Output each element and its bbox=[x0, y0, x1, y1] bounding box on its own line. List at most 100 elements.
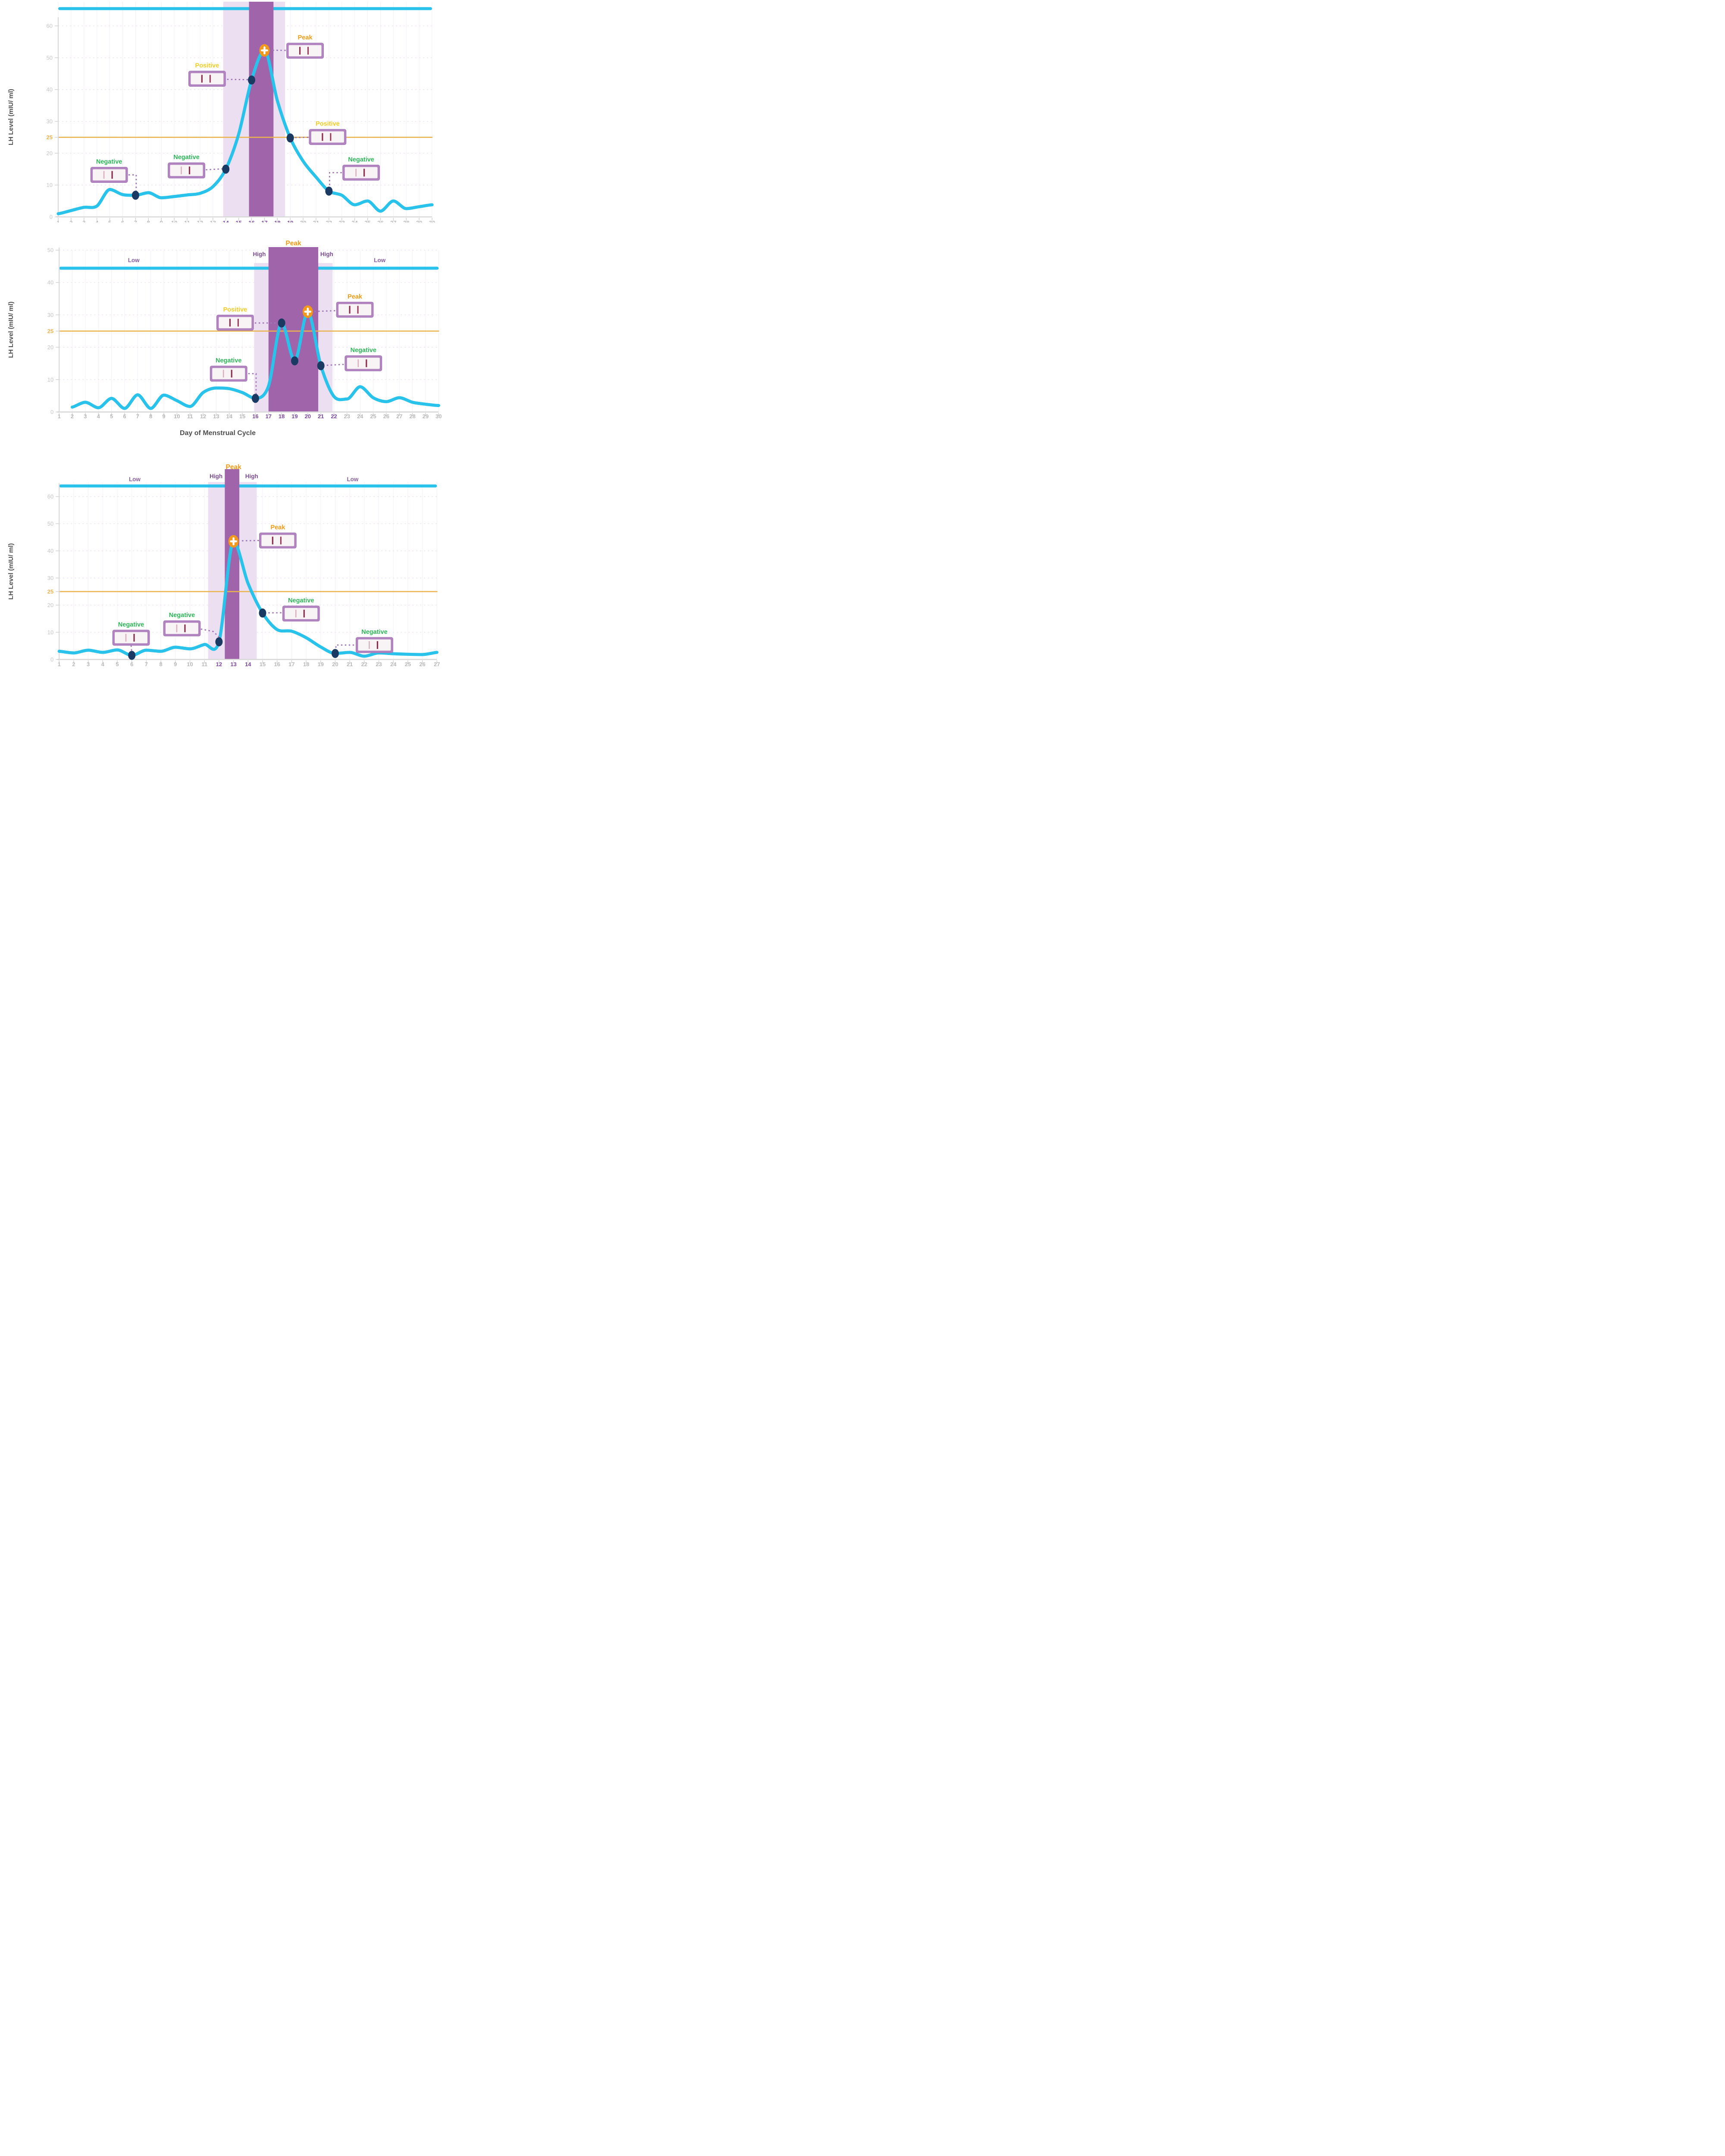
x-tick-label: 2 bbox=[72, 661, 75, 667]
lh-level-line bbox=[70, 310, 440, 410]
test-strip-positive bbox=[309, 129, 347, 145]
test-strip-window bbox=[93, 169, 126, 181]
header-label-high: High bbox=[320, 251, 333, 257]
test-strip-negative bbox=[356, 637, 393, 653]
test-day-dot bbox=[215, 637, 223, 646]
test-day-dot bbox=[332, 649, 339, 658]
strip-result-label: Peak bbox=[298, 34, 313, 41]
test-day-dot bbox=[291, 356, 298, 366]
test-strip-negative bbox=[112, 630, 150, 646]
x-tick-label: 24 bbox=[357, 413, 363, 420]
x-tick-label: 7 bbox=[134, 219, 137, 222]
x-tick-label: 7 bbox=[136, 413, 139, 420]
test-strip-peak bbox=[259, 533, 297, 548]
y-tick-label: 60 bbox=[47, 493, 53, 500]
x-tick-label: 12 bbox=[216, 661, 222, 667]
x-tick-label: 26 bbox=[383, 413, 389, 420]
x-tick-label: 8 bbox=[159, 661, 162, 667]
y-tick-label: 30 bbox=[47, 312, 53, 318]
strip-result-label: Negative bbox=[351, 347, 376, 354]
x-tick-label: 17 bbox=[266, 413, 272, 420]
x-tick-label: 25 bbox=[370, 413, 376, 420]
x-tick-label: 3 bbox=[82, 219, 85, 222]
test-strip-negative bbox=[168, 162, 205, 179]
strip-result-label: Negative bbox=[288, 597, 314, 604]
strip-result-label: Peak bbox=[270, 524, 285, 531]
y-tick-label: 50 bbox=[47, 54, 53, 61]
x-tick-label: 4 bbox=[101, 661, 105, 667]
strip-result-label: Negative bbox=[216, 357, 241, 364]
y-tick-label: 25 bbox=[47, 134, 53, 141]
strip-connector bbox=[248, 373, 257, 395]
x-tick-label: 27 bbox=[434, 661, 440, 667]
x-tick-label: 5 bbox=[108, 219, 111, 222]
strip-result-label: Negative bbox=[118, 621, 144, 628]
y-tick-label: 20 bbox=[47, 602, 53, 608]
x-tick-label: 3 bbox=[87, 661, 90, 667]
x-tick-label: 9 bbox=[162, 413, 165, 420]
test-strip-negative bbox=[344, 355, 382, 371]
header-label-peak: Peak bbox=[285, 240, 301, 247]
y-axis-title: LH Level (mIU/ ml) bbox=[7, 301, 15, 358]
x-tick-label: 13 bbox=[213, 413, 219, 420]
strip-connector bbox=[128, 174, 137, 192]
x-tick-label: 5 bbox=[110, 413, 113, 420]
x-tick-label: 16 bbox=[274, 661, 280, 667]
x-tick-label: 26 bbox=[377, 219, 383, 222]
x-tick-label: 15 bbox=[260, 661, 266, 667]
strip-result-label: Peak bbox=[348, 293, 363, 300]
test-day-dot bbox=[286, 133, 294, 143]
x-tick-label: 2 bbox=[71, 413, 74, 420]
fertility-status-bar bbox=[59, 484, 437, 488]
strip-result-label: Negative bbox=[361, 629, 387, 636]
test-strip-window bbox=[344, 167, 378, 179]
test-day-dot bbox=[259, 608, 266, 618]
test-strip-negative bbox=[210, 366, 247, 382]
test-day-dot bbox=[128, 651, 136, 660]
strip-connector bbox=[130, 645, 133, 653]
test-strip-peak bbox=[336, 301, 374, 318]
strip-connector bbox=[335, 644, 354, 652]
y-tick-label: 25 bbox=[47, 588, 53, 595]
fertility-status-bar bbox=[59, 266, 439, 270]
x-tick-label: 17 bbox=[261, 219, 267, 222]
test-strip-window bbox=[311, 131, 344, 143]
x-tick-label: 20 bbox=[305, 413, 311, 420]
x-tick-label: 12 bbox=[197, 219, 203, 222]
x-tick-label: 22 bbox=[326, 219, 332, 222]
x-tick-label: 25 bbox=[405, 661, 411, 667]
header-label-low: Low bbox=[374, 257, 385, 263]
x-tick-label: 13 bbox=[230, 661, 236, 667]
header-label-peak: Peak bbox=[225, 464, 241, 471]
x-tick-label: 5 bbox=[116, 661, 119, 667]
y-tick-label: 25 bbox=[47, 328, 53, 334]
x-tick-label: 18 bbox=[274, 219, 280, 222]
peak-fertility-band bbox=[249, 2, 274, 217]
x-tick-label: 18 bbox=[279, 413, 285, 420]
test-strip-negative bbox=[282, 605, 320, 622]
x-tick-label: 10 bbox=[187, 661, 193, 667]
test-strip-window bbox=[288, 45, 322, 56]
strip-result-label: Positive bbox=[195, 63, 219, 69]
y-axis-title: LH Level (mIU/ ml) bbox=[7, 89, 15, 145]
x-tick-label: 9 bbox=[160, 219, 163, 222]
x-tick-label: 6 bbox=[123, 413, 126, 420]
x-tick-label: 21 bbox=[347, 661, 353, 667]
x-axis-title: Day of Menstrual Cycle bbox=[179, 429, 256, 437]
test-strip-positive bbox=[216, 314, 254, 331]
x-tick-label: 1 bbox=[58, 413, 61, 420]
header-label-high: High bbox=[245, 473, 258, 479]
x-tick-label: 20 bbox=[300, 219, 306, 222]
y-tick-label: 50 bbox=[47, 520, 53, 527]
x-tick-label: 12 bbox=[200, 413, 206, 420]
x-tick-label: 10 bbox=[171, 219, 177, 222]
test-day-dot bbox=[222, 164, 230, 174]
x-tick-label: 22 bbox=[361, 661, 367, 667]
lh-level-line bbox=[56, 49, 434, 216]
x-tick-label: 1 bbox=[58, 661, 61, 667]
y-tick-label: 30 bbox=[47, 118, 53, 125]
x-tick-label: 25 bbox=[364, 219, 370, 222]
x-tick-label: 30 bbox=[429, 219, 435, 222]
test-strip-negative bbox=[342, 164, 380, 181]
strip-connector bbox=[200, 628, 220, 640]
